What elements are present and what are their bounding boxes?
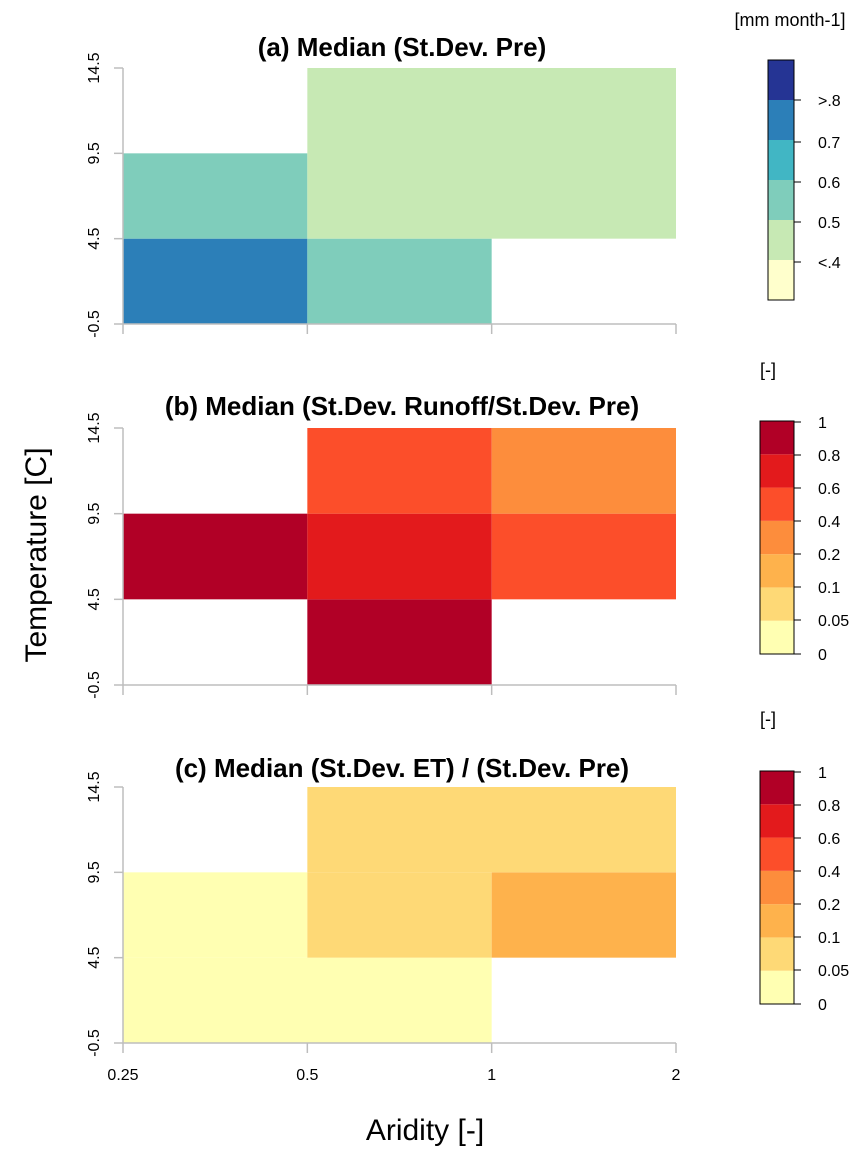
y-tick-label: 9.5 (86, 861, 103, 883)
x-tick-label: 2 (672, 1067, 681, 1084)
colorbar-label: 1 (818, 765, 827, 782)
panel-title: (c) Median (St.Dev. ET) / (St.Dev. Pre) (175, 753, 629, 783)
colorbar-segment (760, 620, 794, 654)
panel-title: (a) Median (St.Dev. Pre) (258, 32, 546, 62)
y-tick-label: 4.5 (86, 588, 103, 610)
y-tick-label: 14.5 (86, 412, 103, 443)
colorbar: [-] 1 0.8 0.6 0.4 0.2 0.1 0.05 0 (759, 709, 849, 1014)
y-tick-label: 14.5 (86, 771, 103, 802)
heatmap-cell (307, 787, 676, 873)
colorbar-segment (760, 837, 794, 871)
x-tick-label: 1 (487, 1067, 496, 1084)
colorbar-unit: [-] (760, 360, 776, 380)
heatmap-cell (491, 513, 676, 600)
colorbar-segment (760, 587, 794, 621)
colorbar-label: 0.6 (818, 481, 840, 498)
heatmap-cell (123, 872, 308, 958)
colorbar: [-] 1 0.8 0.6 0.4 0.2 0.1 0.05 0 (759, 360, 849, 664)
colorbar-segment (768, 100, 794, 140)
colorbar-segment (760, 870, 794, 905)
colorbar-label: 0.6 (818, 831, 840, 848)
colorbar-label: 0.05 (818, 963, 849, 980)
y-tick-label: 9.5 (86, 142, 103, 164)
colorbar-segment (760, 487, 794, 521)
heatmap-cell (123, 153, 308, 239)
heatmap-cell (307, 599, 492, 685)
colorbar-segment (768, 180, 794, 220)
colorbar-segment (760, 454, 794, 488)
colorbar-frame (759, 770, 795, 1005)
heatmap-cell (491, 428, 676, 514)
y-tick-label: 4.5 (86, 227, 103, 249)
colorbar-label: 1 (818, 415, 827, 432)
colorbar-unit: [mm month-1] (734, 10, 845, 30)
colorbar-label: 0 (818, 647, 827, 664)
colorbar-segment (760, 520, 794, 555)
y-tick-label: -0.5 (86, 671, 103, 699)
colorbar-label: >.8 (818, 93, 841, 110)
heatmap-cell (307, 68, 676, 239)
colorbar-segment (760, 904, 794, 938)
colorbar-label: 0.8 (818, 798, 840, 815)
colorbar-label: 0.2 (818, 897, 840, 914)
panel-b: (b) Median (St.Dev. Runoff/St.Dev. Pre) -… (86, 360, 849, 699)
colorbar-frame (759, 420, 795, 655)
colorbar-segment (760, 421, 794, 455)
colorbar-label: 0.6 (818, 175, 840, 192)
panel-title: (b) Median (St.Dev. Runoff/St.Dev. Pre) (165, 391, 639, 421)
colorbar-label: 0.05 (818, 613, 849, 630)
heatmap-cell (123, 513, 308, 600)
colorbar-segment (768, 60, 794, 100)
colorbar-label: 0.8 (818, 448, 840, 465)
x-tick-label: 0.5 (296, 1067, 318, 1084)
y-tick-label: -0.5 (86, 1029, 103, 1057)
x-tick-label: 0.25 (107, 1067, 138, 1084)
heatmap-cell (307, 238, 492, 324)
heatmap-cell (123, 957, 492, 1043)
colorbar-label: 0 (818, 997, 827, 1014)
x-axis-title: Aridity [-] (366, 1114, 484, 1147)
colorbar-label: 0.1 (818, 930, 840, 947)
colorbar-segment (760, 554, 794, 588)
colorbar-label: 0.1 (818, 580, 840, 597)
colorbar-segment (760, 771, 794, 805)
y-tick-label: -0.5 (86, 310, 103, 338)
colorbar-unit: [-] (760, 709, 776, 729)
heatmap-cell (123, 238, 308, 324)
heatmap-cell (307, 513, 492, 600)
colorbar-segment (760, 937, 794, 971)
colorbar-label: 0.5 (818, 215, 840, 232)
y-tick-label: 4.5 (86, 946, 103, 968)
colorbar-label: <.4 (818, 255, 841, 272)
colorbar-label: 0.7 (818, 135, 840, 152)
colorbar-label: 0.4 (818, 864, 840, 881)
y-tick-label: 14.5 (86, 52, 103, 83)
colorbar-segment (760, 970, 794, 1004)
panel-a: (a) Median (St.Dev. Pre) -0.5 4.5 9.5 14.5 [m… (86, 10, 846, 338)
colorbar: [mm month-1] >.8 0.7 0.6 0.5 <.4 (734, 10, 846, 301)
colorbar-segment (768, 260, 794, 300)
y-tick-label: 9.5 (86, 502, 103, 524)
heatmap-cell (491, 872, 676, 958)
colorbar-label: 0.4 (818, 514, 840, 531)
colorbar-frame (767, 59, 795, 301)
colorbar-label: 0.2 (818, 547, 840, 564)
y-axis-title: Temperature [C] (20, 447, 53, 662)
colorbar-segment (768, 140, 794, 180)
heatmap-cell (307, 872, 492, 958)
colorbar-segment (760, 804, 794, 838)
panel-c: (c) Median (St.Dev. ET) / (St.Dev. Pre) -… (86, 709, 849, 1084)
heatmap-cell (307, 428, 492, 514)
colorbar-segment (768, 220, 794, 260)
